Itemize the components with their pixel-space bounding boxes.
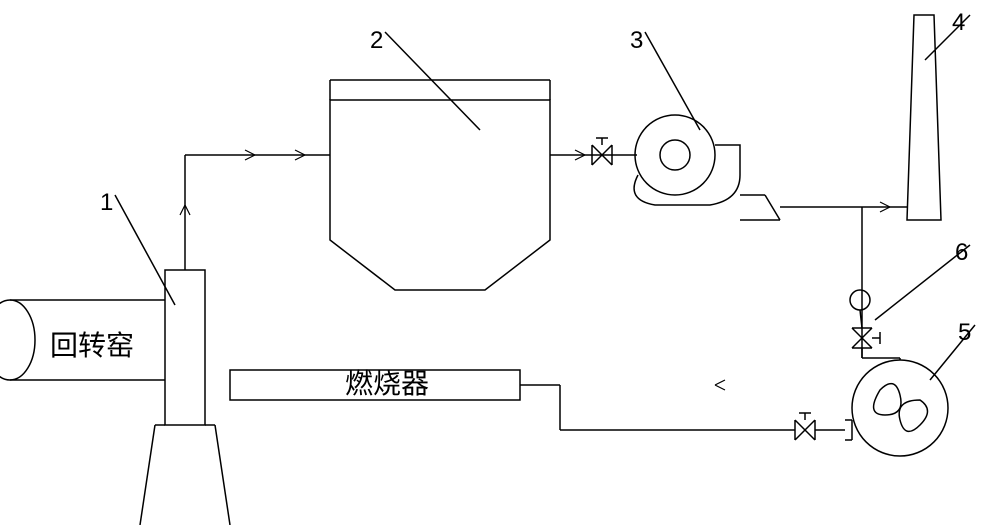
gauge-icon — [850, 290, 870, 328]
valve-icon — [592, 138, 612, 165]
label-6: 6 — [955, 239, 968, 266]
leader-lines — [115, 15, 975, 380]
chamber-icon — [165, 270, 205, 425]
process-diagram: 回转窑 — [0, 0, 1000, 525]
collector-icon — [330, 80, 550, 290]
chute-icon — [140, 425, 230, 525]
pipe-to-roots — [862, 348, 900, 360]
roots-blower-icon — [845, 360, 948, 456]
label-3: 3 — [630, 27, 643, 54]
burner-label: 燃烧器 — [345, 368, 429, 399]
valve-icon — [852, 328, 880, 348]
kiln-label: 回转窑 — [50, 330, 134, 361]
label-5: 5 — [958, 319, 971, 346]
chimney-icon — [907, 15, 941, 220]
label-4: 4 — [952, 9, 965, 36]
pipe-chamber-to-collector — [185, 155, 330, 270]
label-1: 1 — [100, 189, 113, 216]
fan-icon — [634, 115, 780, 220]
pipe-roots-to-burner — [520, 385, 845, 430]
label-2: 2 — [370, 27, 383, 54]
flow-arrows — [180, 150, 890, 390]
valve-icon — [795, 413, 815, 440]
